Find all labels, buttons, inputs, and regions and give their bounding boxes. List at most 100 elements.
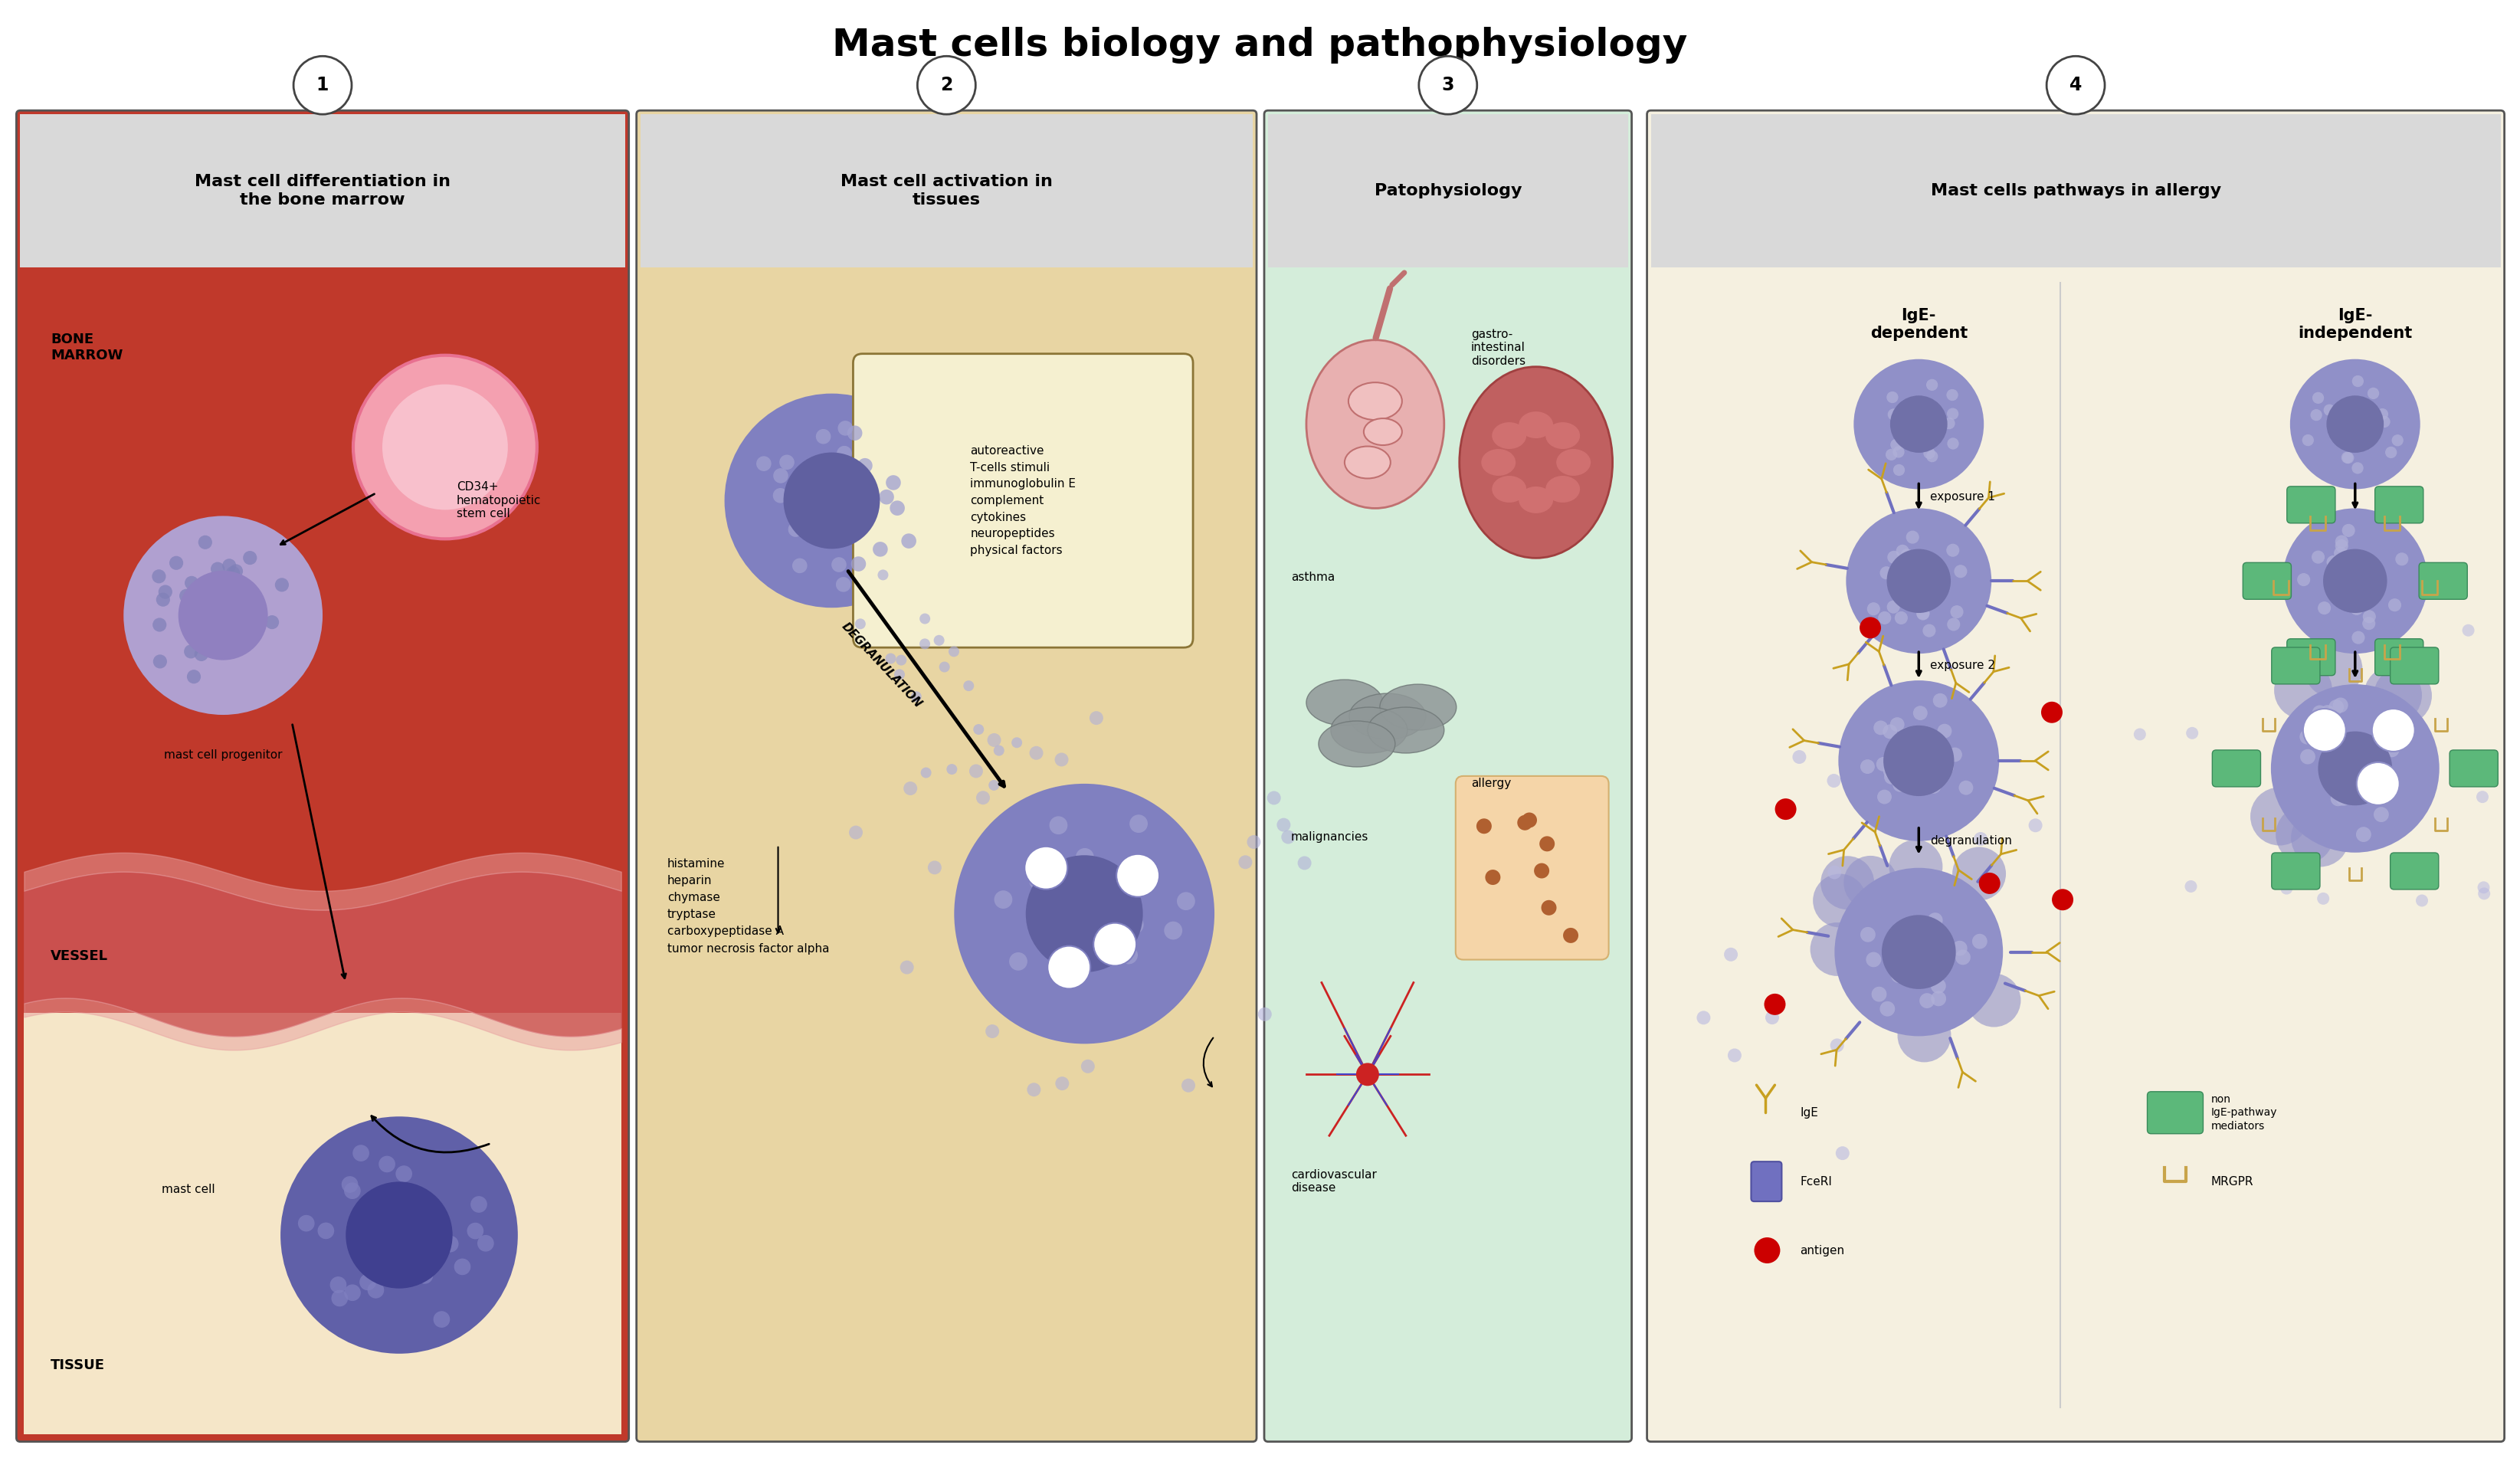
Circle shape bbox=[181, 598, 194, 612]
Circle shape bbox=[1540, 835, 1555, 851]
Circle shape bbox=[1900, 728, 1915, 742]
Circle shape bbox=[416, 1267, 433, 1284]
Circle shape bbox=[1066, 878, 1084, 897]
Circle shape bbox=[1522, 812, 1537, 828]
Circle shape bbox=[973, 725, 983, 735]
Circle shape bbox=[2291, 359, 2419, 490]
Circle shape bbox=[2389, 598, 2402, 611]
Circle shape bbox=[2361, 561, 2374, 574]
Circle shape bbox=[1724, 948, 1739, 961]
Circle shape bbox=[2276, 806, 2334, 863]
Ellipse shape bbox=[1459, 367, 1613, 558]
Circle shape bbox=[421, 1244, 438, 1260]
Circle shape bbox=[1893, 951, 1908, 965]
Circle shape bbox=[1895, 611, 1908, 624]
Circle shape bbox=[791, 558, 806, 573]
Circle shape bbox=[1860, 927, 1875, 942]
FancyBboxPatch shape bbox=[2271, 647, 2321, 684]
Circle shape bbox=[396, 1260, 413, 1277]
Circle shape bbox=[1126, 916, 1144, 935]
Circle shape bbox=[819, 478, 834, 493]
Text: 4: 4 bbox=[2069, 76, 2082, 95]
Circle shape bbox=[156, 592, 169, 607]
Circle shape bbox=[940, 662, 950, 672]
Text: Mast cell differentiation in
the bone marrow: Mast cell differentiation in the bone ma… bbox=[194, 175, 451, 207]
Circle shape bbox=[1870, 816, 1882, 830]
Ellipse shape bbox=[1520, 487, 1552, 513]
Circle shape bbox=[837, 577, 852, 592]
Circle shape bbox=[194, 647, 209, 662]
Circle shape bbox=[1031, 913, 1048, 930]
Circle shape bbox=[2313, 706, 2328, 720]
Circle shape bbox=[832, 557, 847, 572]
Circle shape bbox=[1116, 882, 1134, 900]
Circle shape bbox=[847, 426, 862, 440]
Text: exposure 1: exposure 1 bbox=[1930, 491, 1996, 503]
Circle shape bbox=[1880, 566, 1893, 579]
Circle shape bbox=[988, 780, 1000, 790]
Circle shape bbox=[396, 1165, 413, 1182]
Circle shape bbox=[360, 1274, 375, 1290]
Circle shape bbox=[358, 1217, 373, 1235]
Circle shape bbox=[1477, 818, 1492, 834]
Circle shape bbox=[2311, 551, 2323, 564]
Circle shape bbox=[393, 1247, 411, 1263]
Circle shape bbox=[343, 1177, 358, 1193]
FancyArrowPatch shape bbox=[1391, 273, 1404, 284]
Ellipse shape bbox=[1348, 382, 1401, 420]
FancyBboxPatch shape bbox=[2374, 487, 2424, 523]
Circle shape bbox=[1872, 987, 1887, 1002]
Circle shape bbox=[774, 468, 789, 483]
Circle shape bbox=[1356, 1063, 1378, 1086]
Circle shape bbox=[1895, 418, 1908, 430]
Circle shape bbox=[1872, 720, 1887, 735]
Circle shape bbox=[872, 542, 887, 557]
Circle shape bbox=[910, 691, 922, 701]
Circle shape bbox=[2321, 763, 2336, 777]
Circle shape bbox=[1094, 923, 1137, 965]
Circle shape bbox=[197, 640, 209, 653]
Circle shape bbox=[985, 1025, 1000, 1038]
FancyBboxPatch shape bbox=[638, 111, 1257, 1442]
Circle shape bbox=[887, 475, 900, 490]
Circle shape bbox=[1913, 706, 1928, 720]
Text: antigen: antigen bbox=[1799, 1245, 1845, 1257]
Circle shape bbox=[2051, 889, 2074, 910]
Circle shape bbox=[2364, 609, 2376, 623]
FancyBboxPatch shape bbox=[1751, 1162, 1782, 1201]
Circle shape bbox=[2374, 744, 2389, 760]
Circle shape bbox=[1940, 760, 1953, 774]
Circle shape bbox=[1028, 1083, 1041, 1096]
FancyBboxPatch shape bbox=[1457, 776, 1608, 959]
Circle shape bbox=[2384, 742, 2399, 757]
Text: allergy: allergy bbox=[1472, 779, 1512, 789]
Circle shape bbox=[2311, 410, 2321, 421]
Circle shape bbox=[2303, 709, 2346, 751]
Circle shape bbox=[988, 733, 1000, 746]
Circle shape bbox=[2359, 768, 2374, 783]
Circle shape bbox=[169, 555, 184, 570]
Circle shape bbox=[879, 490, 895, 504]
Circle shape bbox=[2281, 882, 2293, 895]
Circle shape bbox=[1895, 939, 1910, 955]
Circle shape bbox=[1956, 949, 1971, 965]
Circle shape bbox=[184, 644, 199, 659]
Text: Patophysiology: Patophysiology bbox=[1373, 184, 1522, 198]
Circle shape bbox=[1882, 726, 1953, 796]
Circle shape bbox=[993, 745, 1005, 755]
Circle shape bbox=[151, 570, 166, 583]
Circle shape bbox=[212, 561, 224, 576]
Circle shape bbox=[955, 784, 1215, 1044]
FancyBboxPatch shape bbox=[1648, 111, 2505, 1442]
Bar bbox=[25, 267, 620, 891]
Circle shape bbox=[408, 1203, 426, 1220]
Circle shape bbox=[784, 452, 879, 548]
Circle shape bbox=[1887, 551, 1900, 564]
Circle shape bbox=[2361, 592, 2374, 605]
Circle shape bbox=[1915, 607, 1930, 620]
Circle shape bbox=[1930, 978, 1945, 993]
Circle shape bbox=[2185, 881, 2197, 892]
Circle shape bbox=[2371, 709, 2414, 751]
Circle shape bbox=[1860, 617, 1880, 639]
FancyBboxPatch shape bbox=[854, 354, 1192, 647]
